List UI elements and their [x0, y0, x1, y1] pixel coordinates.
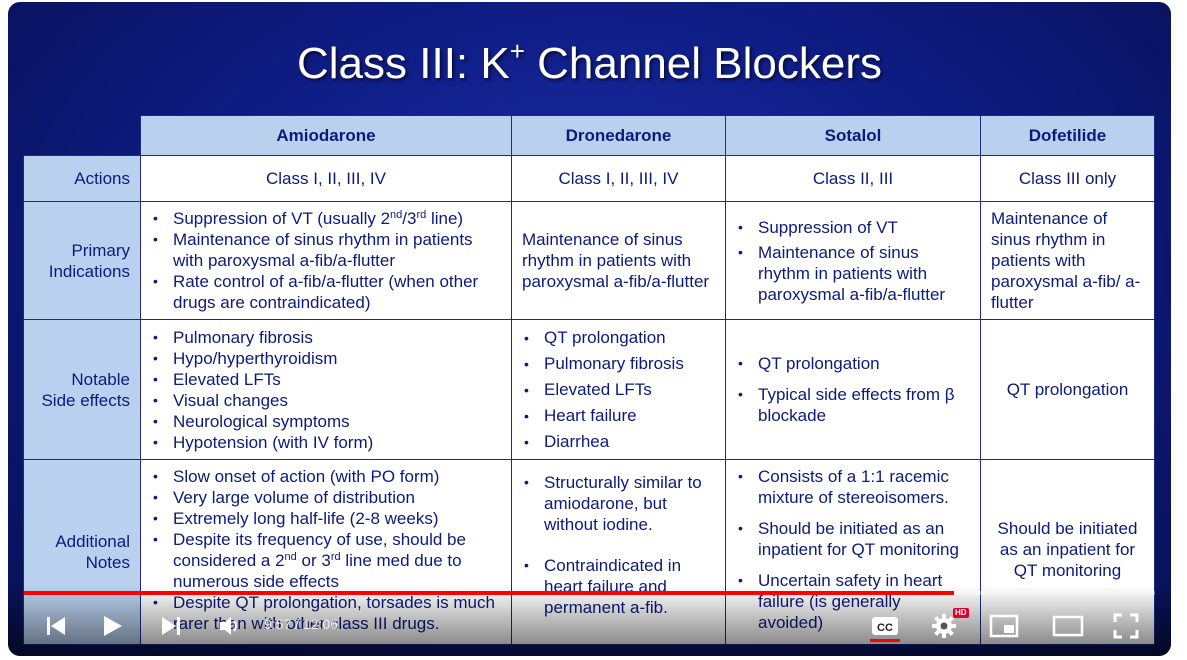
- cell-actions-dofetilide: Class III only: [980, 155, 1155, 202]
- play-button[interactable]: [94, 608, 130, 644]
- play-icon: [104, 616, 122, 636]
- fullscreen-button[interactable]: [1108, 608, 1144, 644]
- progress-played: [24, 591, 954, 595]
- list-item: Hypo/hyperthyroidism: [151, 348, 501, 369]
- cell-indications-amiodarone: Suppression of VT (usually 2nd/3rd line)…: [140, 201, 512, 320]
- list-item: Extremely long half-life (2-8 weeks): [151, 508, 501, 529]
- mute-button[interactable]: [213, 608, 249, 644]
- column-header-amiodarone: Amiodarone: [140, 115, 512, 156]
- previous-icon: [47, 617, 65, 635]
- list-item: QT prolongation: [522, 325, 715, 351]
- cell-actions-sotalol: Class II, III: [725, 155, 981, 202]
- column-header-dronedarone: Dronedarone: [511, 115, 726, 156]
- time-display: 9:57 / 12:06: [264, 616, 338, 632]
- video-player[interactable]: Class III: K+ Channel Blockers Amiodaron…: [8, 2, 1171, 656]
- cell-actions-dronedarone: Class I, II, III, IV: [511, 155, 726, 202]
- list-item: Diarrhea: [522, 429, 715, 455]
- captions-icon: CC: [872, 617, 898, 635]
- list-item: Suppression of VT (usually 2nd/3rd line): [151, 208, 501, 229]
- list-item: Despite its frequency of use, should be …: [151, 529, 501, 592]
- list-item: Hypotension (with IV form): [151, 432, 501, 453]
- cell-side-effects-amiodarone: Pulmonary fibrosis Hypo/hyperthyroidism …: [140, 319, 512, 460]
- list-item: Elevated LFTs: [522, 377, 715, 403]
- svg-text:CC: CC: [877, 622, 893, 634]
- column-header-dofetilide: Dofetilide: [980, 115, 1155, 156]
- next-icon: [162, 617, 180, 635]
- list-item: Neurological symptoms: [151, 411, 501, 432]
- list-item: QT prolongation: [736, 353, 970, 374]
- settings-icon: [932, 614, 956, 638]
- row-header-actions: Actions: [23, 155, 141, 202]
- captions-button[interactable]: CC: [868, 608, 902, 644]
- list-item: Very large volume of distribution: [151, 487, 501, 508]
- list-item: Rate control of a-fib/a-flutter (when ot…: [151, 271, 501, 313]
- slide-title: Class III: K+ Channel Blockers: [297, 36, 882, 88]
- progress-bar[interactable]: [24, 591, 1155, 595]
- list-item: Heart failure: [522, 403, 715, 429]
- cell-actions-amiodarone: Class I, II, III, IV: [140, 155, 512, 202]
- cell-indications-sotalol: Suppression of VT Maintenance of sinus r…: [725, 201, 981, 320]
- captions-active-indicator: [870, 639, 900, 642]
- list-item: Contraindicated in heart failure and per…: [522, 555, 715, 618]
- list-item: Maintenance of sinus rhythm in patients …: [736, 242, 970, 305]
- list-item: Maintenance of sinus rhythm in patients …: [151, 229, 501, 271]
- settings-button[interactable]: [926, 608, 962, 644]
- table-corner: [23, 115, 141, 156]
- list-item: Suppression of VT: [736, 217, 970, 238]
- cell-indications-dronedarone: Maintenance of sinus rhythm in patients …: [511, 201, 726, 320]
- list-item: Slow onset of action (with PO form): [151, 466, 501, 487]
- cell-side-effects-dofetilide: QT prolongation: [980, 319, 1155, 460]
- list-item: Consists of a 1:1 racemic mixture of ste…: [736, 466, 970, 508]
- list-item: Structurally similar to amiodarone, but …: [522, 472, 715, 535]
- list-item: Elevated LFTs: [151, 369, 501, 390]
- list-item: Typical side effects from β blockade: [736, 384, 970, 426]
- previous-button[interactable]: [38, 608, 74, 644]
- cell-indications-dofetilide: Maintenance of sinus rhythm in patients …: [980, 201, 1155, 320]
- column-header-sotalol: Sotalol: [725, 115, 981, 156]
- hd-badge: HD: [953, 608, 969, 618]
- miniplayer-button[interactable]: [986, 608, 1022, 644]
- list-item: Visual changes: [151, 390, 501, 411]
- row-header-indications: Primary Indications: [23, 201, 141, 320]
- next-button[interactable]: [153, 608, 189, 644]
- volume-icon: [220, 617, 237, 635]
- miniplayer-icon: [989, 614, 1019, 638]
- list-item: Pulmonary fibrosis: [151, 327, 501, 348]
- cell-notes-dronedarone: Structurally similar to amiodarone, but …: [511, 459, 726, 645]
- theater-mode-button[interactable]: [1048, 608, 1088, 644]
- fullscreen-icon: [1113, 613, 1139, 639]
- list-item: Pulmonary fibrosis: [522, 351, 715, 377]
- list-item: Should be initiated as an inpatient for …: [736, 518, 970, 560]
- cell-side-effects-dronedarone: QT prolongation Pulmonary fibrosis Eleva…: [511, 319, 726, 460]
- cell-side-effects-sotalol: QT prolongation Typical side effects fro…: [725, 319, 981, 460]
- drug-comparison-table: Amiodarone Dronedarone Sotalol Dofetilid…: [23, 115, 1155, 645]
- theater-icon: [1052, 615, 1084, 637]
- row-header-side-effects: Notable Side effects: [23, 319, 141, 460]
